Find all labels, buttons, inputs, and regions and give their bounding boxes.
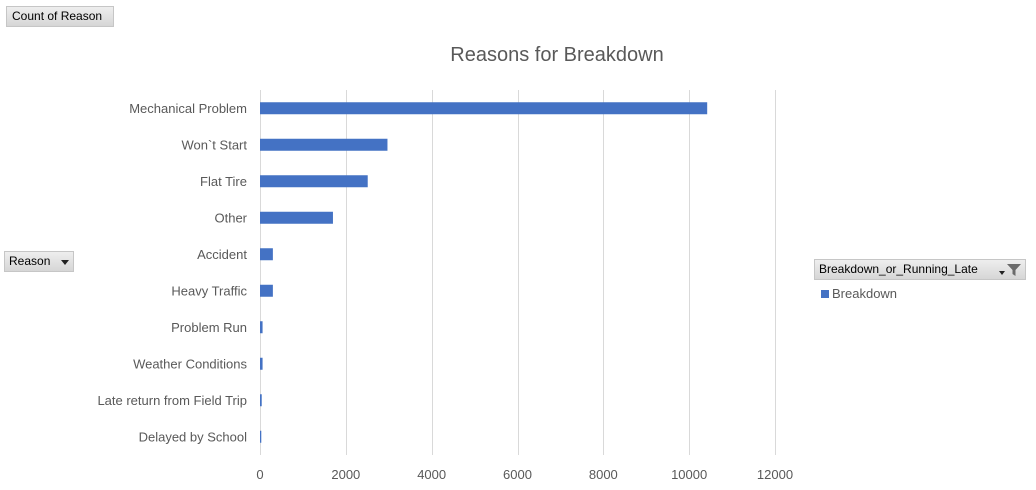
- chevron-down-icon[interactable]: [999, 271, 1005, 275]
- bar[interactable]: [260, 248, 273, 261]
- bar[interactable]: [260, 321, 263, 334]
- chart-title: Reasons for Breakdown: [450, 44, 663, 66]
- x-tick-label: 0: [256, 467, 263, 482]
- x-tick-label: 4000: [417, 467, 446, 482]
- legend-series-name: Breakdown: [832, 286, 898, 301]
- legend-swatch: [821, 290, 829, 298]
- axis-field-button[interactable]: Reason: [4, 251, 74, 272]
- axis-field-label: Reason: [9, 254, 51, 268]
- bar[interactable]: [260, 138, 388, 151]
- bar[interactable]: [260, 284, 273, 297]
- x-tick-label: 6000: [503, 467, 532, 482]
- category-label: Mechanical Problem: [129, 101, 247, 116]
- category-label: Delayed by School: [139, 429, 248, 444]
- x-tick-label: 2000: [331, 467, 360, 482]
- bar[interactable]: [260, 102, 708, 115]
- bar[interactable]: [260, 211, 333, 224]
- category-label: Late return from Field Trip: [97, 393, 247, 408]
- filter-icon[interactable]: [1006, 263, 1022, 277]
- bars: [260, 102, 708, 443]
- values-field-label: Count of Reason: [12, 9, 103, 23]
- category-label: Heavy Traffic: [171, 283, 247, 298]
- chevron-down-icon[interactable]: [61, 260, 69, 265]
- bar[interactable]: [260, 357, 263, 370]
- category-label: Accident: [197, 247, 247, 262]
- bar[interactable]: [260, 430, 262, 443]
- bar[interactable]: [260, 394, 262, 407]
- category-label: Problem Run: [171, 320, 247, 335]
- gridlines: [260, 90, 776, 455]
- x-tick-label: 8000: [589, 467, 618, 482]
- category-label: Weather Conditions: [133, 356, 247, 371]
- category-label: Other: [214, 210, 247, 225]
- category-label: Won`t Start: [181, 137, 247, 152]
- x-tick-label: 10000: [671, 467, 707, 482]
- legend-field-label: Breakdown_or_Running_Late: [819, 262, 978, 276]
- bar[interactable]: [260, 175, 368, 188]
- category-label: Flat Tire: [200, 174, 247, 189]
- legend-field-button[interactable]: Breakdown_or_Running_Late: [814, 259, 1026, 280]
- legend-entry: Breakdown: [821, 286, 897, 301]
- category-labels: Mechanical Problem Won`t Start Flat Tire Ot…: [97, 101, 247, 445]
- x-tick-labels: 0 2000 4000 6000 8000 10000 12000: [256, 467, 793, 482]
- x-tick-label: 12000: [757, 467, 793, 482]
- values-field-button[interactable]: Count of Reason: [6, 6, 114, 27]
